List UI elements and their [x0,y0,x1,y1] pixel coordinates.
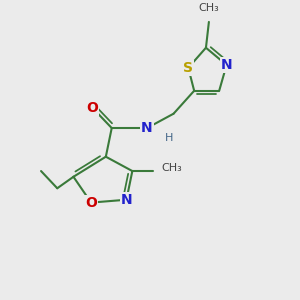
Text: O: O [87,101,98,115]
Text: N: N [221,58,232,72]
Text: N: N [121,193,132,207]
Text: CH₃: CH₃ [162,163,182,173]
Text: O: O [85,196,97,210]
Text: H: H [165,133,173,143]
Text: S: S [183,61,193,75]
Text: CH₃: CH₃ [199,3,219,13]
Text: N: N [141,121,153,135]
